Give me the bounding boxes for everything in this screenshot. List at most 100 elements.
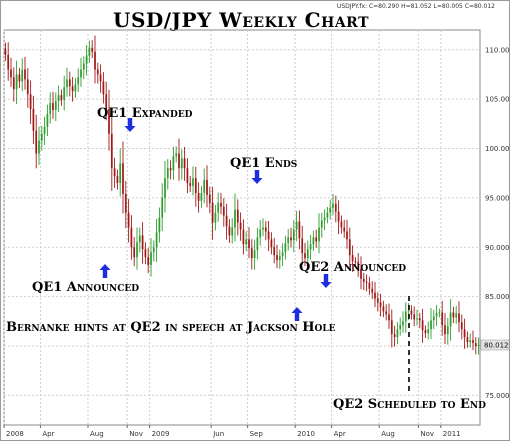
- candle-body: [270, 239, 273, 248]
- candle-body: [267, 231, 270, 240]
- candle-body: [430, 320, 432, 330]
- candle-body: [136, 242, 138, 258]
- candle-body: [172, 156, 175, 171]
- candle-body: [396, 329, 399, 338]
- candle-body: [329, 207, 332, 213]
- candle-body: [91, 47, 94, 52]
- candle-body: [200, 192, 203, 201]
- candle-body: [43, 126, 46, 134]
- candle-body: [189, 183, 192, 187]
- candle-body: [424, 330, 427, 334]
- candle-body: [449, 312, 452, 327]
- candle-body: [368, 282, 371, 289]
- x-tick-label: Apr: [42, 430, 54, 438]
- candle-body: [152, 247, 155, 253]
- candle-body: [334, 203, 337, 212]
- candle-body: [178, 153, 180, 169]
- candle-body: [66, 79, 68, 88]
- y-tick-label: 75.000: [485, 392, 510, 400]
- candle-body: [466, 337, 469, 343]
- candle-body: [455, 313, 458, 318]
- x-tick-label: 2008: [6, 430, 24, 438]
- candle-body: [371, 288, 374, 293]
- axis-layer: 110.000 105.000 100.000 95.000 90.000 85.000 8…: [3, 46, 510, 438]
- candle-body: [133, 247, 136, 258]
- candle-body: [281, 252, 284, 257]
- candle-body: [379, 302, 382, 307]
- x-tick-label: Jun: [212, 430, 224, 438]
- candle-body: [245, 239, 248, 245]
- candle-body: [155, 232, 158, 248]
- arrow-qe1-expanded: [124, 118, 136, 132]
- candle-body: [432, 316, 435, 321]
- candle-body: [346, 231, 348, 240]
- candle-body: [82, 63, 85, 70]
- candle-body: [85, 55, 88, 64]
- candle-body: [74, 84, 77, 92]
- candle-body: [390, 320, 393, 335]
- candle-body: [231, 227, 234, 236]
- candle-body: [99, 74, 102, 82]
- candle-body: [166, 168, 169, 179]
- annotation-qe2-announced: QE2 Announced: [299, 260, 406, 275]
- candle-body: [323, 217, 326, 221]
- candle-body: [295, 221, 298, 230]
- candle-body: [88, 47, 91, 56]
- candle-body: [164, 178, 166, 198]
- y-tick-label: 110.000: [485, 46, 510, 54]
- candle-body: [110, 133, 113, 169]
- candle-body: [360, 268, 362, 279]
- candle-body: [452, 312, 455, 318]
- candle-body: [446, 326, 449, 335]
- annotation-jackson-hole: Bernanke hints at QE2 in speech at Jacks…: [6, 320, 336, 335]
- candle-body: [15, 74, 18, 90]
- x-tick-label: 2011: [443, 430, 461, 438]
- candle-body: [194, 178, 197, 193]
- candle-body: [278, 256, 281, 261]
- candle-body: [60, 95, 63, 101]
- y-tick-label: 100.000: [485, 145, 510, 153]
- candle-body: [306, 249, 309, 259]
- candle-body: [169, 168, 172, 171]
- candle-body: [472, 340, 474, 344]
- candle-body: [77, 77, 80, 85]
- candle-body: [158, 217, 161, 233]
- candle-body: [40, 133, 43, 141]
- candle-body: [365, 281, 368, 283]
- candle-body: [421, 320, 424, 331]
- candle-body: [348, 239, 351, 256]
- candle-body: [52, 103, 54, 110]
- candle-body: [105, 94, 108, 109]
- candle-body: [376, 298, 379, 303]
- candle-body: [388, 314, 390, 321]
- candle-body: [413, 314, 416, 320]
- candle-body: [250, 248, 253, 259]
- candle-body: [469, 340, 472, 343]
- candle-body: [284, 243, 287, 253]
- annotation-qe1-ends: QE1 Ends: [230, 156, 297, 171]
- candle-body: [435, 313, 438, 317]
- chart-title: USD/JPY Weekly Chart: [113, 8, 369, 32]
- annotation-qe1-announced: QE1 Announced: [32, 280, 139, 295]
- candle-body: [315, 237, 318, 242]
- candle-body: [228, 226, 231, 236]
- candle-body: [225, 215, 228, 227]
- candle-body: [382, 306, 385, 312]
- candle-layer: [4, 35, 480, 355]
- candle-body: [141, 235, 144, 250]
- x-tick-label: 2010: [297, 430, 315, 438]
- candle-body: [24, 69, 26, 80]
- y-tick-label: 95.000: [485, 194, 510, 202]
- candle-body: [186, 168, 189, 184]
- arrow-jackson-hole: [291, 307, 303, 321]
- candle-body: [138, 235, 141, 243]
- candle-body: [122, 163, 124, 194]
- candle-body: [301, 238, 304, 254]
- y-tick-label: 85.000: [485, 293, 510, 301]
- candle-body: [21, 69, 24, 82]
- annotation-layer: QE1 Expanded QE1 Announced QE1 Ends QE2 …: [6, 106, 486, 412]
- candle-body: [29, 94, 32, 109]
- candle-body: [94, 51, 96, 70]
